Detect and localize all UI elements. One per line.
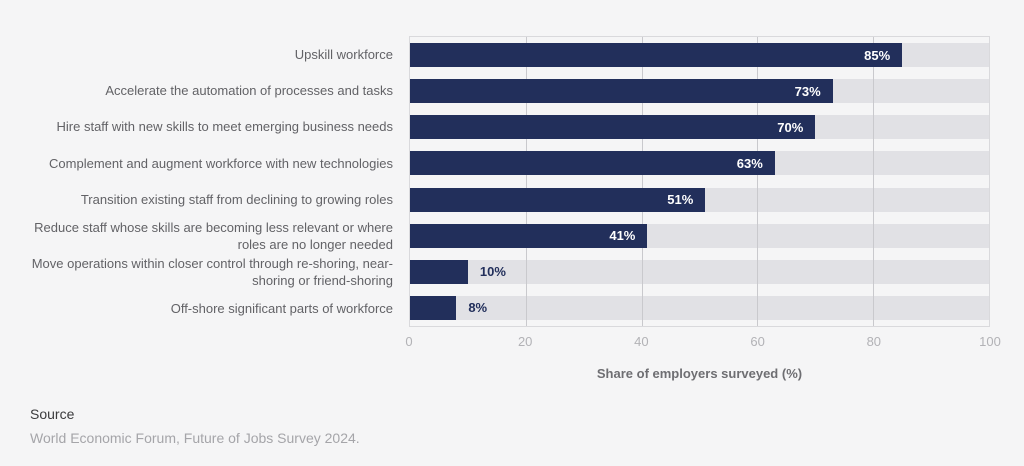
gridline [873,37,875,326]
category-label: Transition existing staff from declining… [80,192,393,208]
bar: 63% [410,151,775,176]
bar-row: 41% [410,218,989,254]
value-label: 85% [864,47,891,63]
bar: 85% [410,43,903,68]
axis-tick-label: 0 [405,334,413,349]
bar-track: 73% [410,79,989,104]
bar-row: 10% [410,254,989,290]
source-text: World Economic Forum, Future of Jobs Sur… [30,430,360,446]
bar-row: 8% [410,290,989,326]
value-label: 63% [736,155,763,171]
axis-tick-label: 40 [634,334,649,349]
category-label: Off-shore significant parts of workforce [170,301,393,317]
bar-track: 41% [410,223,989,248]
value-label: 73% [794,83,821,99]
x-axis-title: Share of employers surveyed (%) [596,366,803,381]
bar-track: 51% [410,187,989,212]
bar: 51% [410,187,706,212]
bar-row: 63% [410,145,989,181]
x-axis-ticks: 0 20 40 60 80 100 [405,334,1000,350]
bar-track: 70% [410,115,989,140]
axis-tick-label: 80 [866,334,882,349]
category-label: Complement and augment workforce with ne… [49,155,393,171]
bar-row: 73% [410,73,989,109]
bar-track: 63% [410,151,989,176]
gridline [641,37,643,326]
category-label: Accelerate the automation of processes a… [105,83,393,99]
gridline [525,37,527,326]
bar-track: 8% [410,295,989,320]
axis-tick-label: 60 [750,334,765,349]
category-label: Upskill workforce [294,46,393,62]
value-label: 51% [667,192,694,208]
value-label: 41% [609,228,636,244]
value-label: 10% [479,263,506,279]
bar-track: 85% [410,43,989,68]
bar: 70% [410,115,816,140]
category-labels: Upskill workforce Accelerate the automati… [0,36,393,327]
bar: 73% [410,79,833,104]
value-label: 8% [468,299,488,315]
bar-row: 70% [410,109,989,145]
bar-rows: 85% 73% 70% 63% 51% 41% 10% 8% [410,37,989,326]
axis-tick-label: 20 [517,334,533,349]
bar [410,259,468,284]
category-label: Hire staff with new skills to meet emerg… [56,119,393,135]
bar-row: 85% [410,37,989,73]
value-label: 70% [777,119,804,135]
gridline [757,37,759,326]
category-label: Move operations within closer control th… [31,256,393,289]
source-label: Source [30,406,75,422]
bar-track: 10% [410,259,989,284]
bar [410,295,457,320]
bar: 41% [410,223,648,248]
category-label: Reduce staff whose skills are becoming l… [34,220,393,253]
axis-tick-label: 100 [979,334,1001,349]
bar-row: 51% [410,182,989,218]
plot-area: 85% 73% 70% 63% 51% 41% 10% 8% [409,36,990,327]
